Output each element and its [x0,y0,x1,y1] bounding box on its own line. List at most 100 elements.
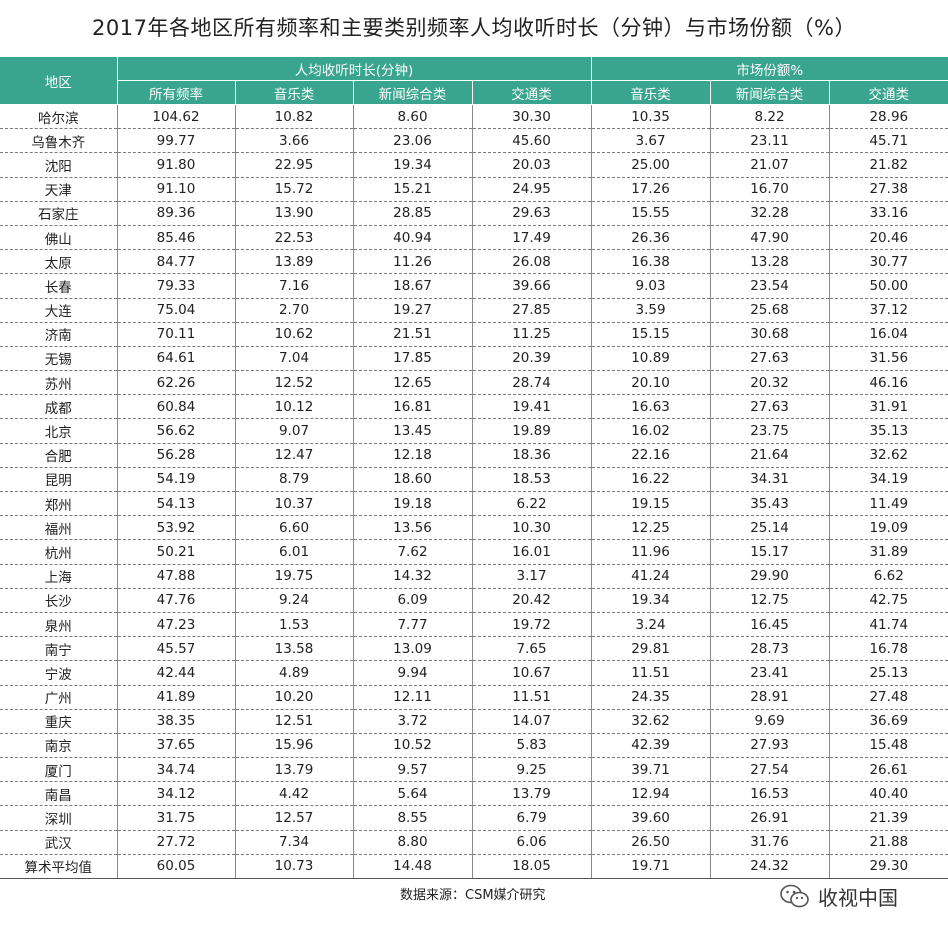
cell-value: 7.62 [353,539,473,565]
table-row: 大连 75.04 2.70 19.27 27.85 3.59 25.68 37.12 [0,298,948,323]
cell-value: 45.57 [117,636,236,662]
source-note: 数据来源：CSM媒介研究 [400,888,546,903]
cell-value: 13.28 [710,249,830,275]
cell-value: 7.65 [472,636,592,662]
cell-value: 42.44 [117,660,236,686]
cell-value: 17.49 [472,225,592,251]
cell-value: 12.11 [353,685,473,710]
cell-region: 哈尔滨 [0,104,118,130]
cell-region: 北京 [0,418,118,444]
table-row: 厦门 34.74 13.79 9.57 9.25 39.71 27.54 26.61 [0,757,948,783]
cell-value: 29.63 [472,201,592,226]
table-row: 太原 84.77 13.89 11.26 26.08 16.38 13.28 30.77 [0,249,948,275]
cell-value: 19.15 [591,491,711,517]
cell-value: 16.22 [591,467,711,493]
header-col: 音乐类 [235,80,354,105]
cell-value: 13.79 [472,781,592,807]
cell-value: 11.96 [591,539,711,565]
cell-value: 10.20 [235,685,354,710]
cell-region: 无锡 [0,346,118,372]
cell-value: 28.85 [353,201,473,226]
cell-value: 26.91 [710,805,830,831]
cell-value: 15.96 [235,733,354,759]
cell-value: 10.62 [235,322,354,347]
cell-value: 12.57 [235,805,354,831]
cell-value: 20.39 [472,346,592,372]
cell-value: 25.00 [591,152,711,178]
cell-value: 24.32 [710,854,830,880]
cell-value: 13.89 [235,249,354,275]
cell-value: 16.63 [591,394,711,420]
cell-value: 31.76 [710,830,830,855]
cell-value: 21.64 [710,443,830,468]
cell-value: 30.30 [472,104,592,130]
brand-watermark: 收视中国 [780,882,898,911]
header-col: 所有频率 [117,80,236,105]
cell-value: 27.85 [472,298,592,323]
cell-value: 11.26 [353,249,473,275]
cell-value: 31.75 [117,805,236,831]
cell-value: 12.52 [235,370,354,396]
cell-value: 75.04 [117,298,236,323]
table-row: 成都 60.84 10.12 16.81 19.41 16.63 27.63 31.91 [0,394,948,420]
table-row: 郑州 54.13 10.37 19.18 6.22 19.15 35.43 11.49 [0,491,948,517]
cell-value: 21.07 [710,152,830,178]
cell-value: 104.62 [117,104,236,130]
cell-value: 26.36 [591,225,711,251]
cell-value: 6.01 [235,539,354,565]
cell-region: 长沙 [0,588,118,613]
cell-value: 34.74 [117,757,236,783]
table-row: 南昌 34.12 4.42 5.64 13.79 12.94 16.53 40.40 [0,781,948,807]
cell-region: 算术平均值 [0,854,118,880]
header-col: 交通类 [472,80,592,105]
cell-region: 厦门 [0,757,118,783]
header-col: 音乐类 [591,80,711,105]
table-row: 济南 70.11 10.62 21.51 11.25 15.15 30.68 16.04 [0,322,948,347]
cell-value: 13.79 [235,757,354,783]
cell-value: 29.30 [829,854,948,880]
cell-value: 14.48 [353,854,473,880]
table-row: 昆明 54.19 8.79 18.60 18.53 16.22 34.31 34.19 [0,467,948,493]
cell-value: 6.09 [353,588,473,613]
table-row: 算术平均值 60.05 10.73 14.48 18.05 19.71 24.32 29.30 [0,854,948,880]
cell-value: 53.92 [117,515,236,541]
header-col: 新闻综合类 [353,80,473,105]
cell-value: 21.51 [353,322,473,347]
cell-value: 16.81 [353,394,473,420]
cell-value: 5.64 [353,781,473,807]
brand-name: 收视中国 [818,886,898,910]
cell-value: 35.43 [710,491,830,517]
cell-value: 22.53 [235,225,354,251]
cell-value: 30.68 [710,322,830,347]
cell-value: 15.72 [235,177,354,202]
cell-value: 8.80 [353,830,473,855]
cell-value: 91.10 [117,177,236,202]
cell-value: 12.75 [710,588,830,613]
cell-value: 6.62 [829,564,948,589]
cell-value: 23.75 [710,418,830,444]
cell-value: 25.13 [829,660,948,686]
cell-value: 56.62 [117,418,236,444]
cell-value: 15.55 [591,201,711,226]
cell-value: 21.39 [829,805,948,831]
cell-region: 昆明 [0,467,118,493]
cell-region: 郑州 [0,491,118,517]
table-row: 合肥 56.28 12.47 12.18 18.36 22.16 21.64 32.62 [0,443,948,468]
table-row: 南宁 45.57 13.58 13.09 7.65 29.81 28.73 16.78 [0,636,948,662]
cell-value: 9.94 [353,660,473,686]
cell-region: 杭州 [0,539,118,565]
cell-value: 19.09 [829,515,948,541]
cell-value: 54.19 [117,467,236,493]
cell-value: 15.15 [591,322,711,347]
cell-value: 27.93 [710,733,830,759]
cell-value: 47.76 [117,588,236,613]
cell-value: 50.00 [829,273,948,299]
table-row: 深圳 31.75 12.57 8.55 6.79 39.60 26.91 21.39 [0,805,948,831]
cell-value: 11.51 [591,660,711,686]
cell-value: 3.67 [591,128,711,154]
table-row: 北京 56.62 9.07 13.45 19.89 16.02 23.75 35.13 [0,418,948,444]
cell-value: 29.81 [591,636,711,662]
cell-value: 2.70 [235,298,354,323]
cell-value: 16.78 [829,636,948,662]
cell-value: 11.25 [472,322,592,347]
